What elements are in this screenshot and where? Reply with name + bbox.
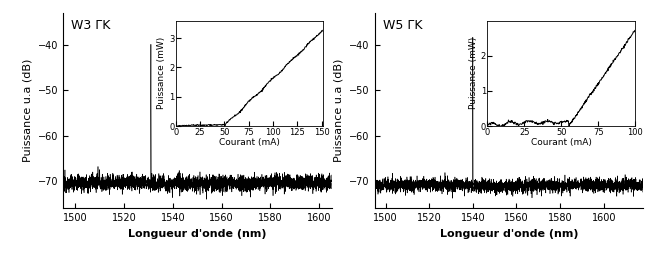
- X-axis label: Longueur d'onde (nm): Longueur d'onde (nm): [440, 229, 578, 239]
- Text: W5 ΓK: W5 ΓK: [383, 19, 422, 31]
- Text: W3 ΓK: W3 ΓK: [71, 19, 111, 31]
- Y-axis label: Puissance u.a (dB): Puissance u.a (dB): [333, 59, 343, 162]
- X-axis label: Longueur d'onde (nm): Longueur d'onde (nm): [128, 229, 267, 239]
- Y-axis label: Puissance u.a (dB): Puissance u.a (dB): [22, 59, 32, 162]
